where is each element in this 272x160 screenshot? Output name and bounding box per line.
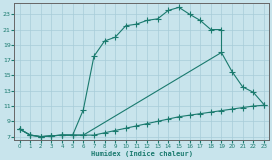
X-axis label: Humidex (Indice chaleur): Humidex (Indice chaleur) (91, 150, 193, 157)
